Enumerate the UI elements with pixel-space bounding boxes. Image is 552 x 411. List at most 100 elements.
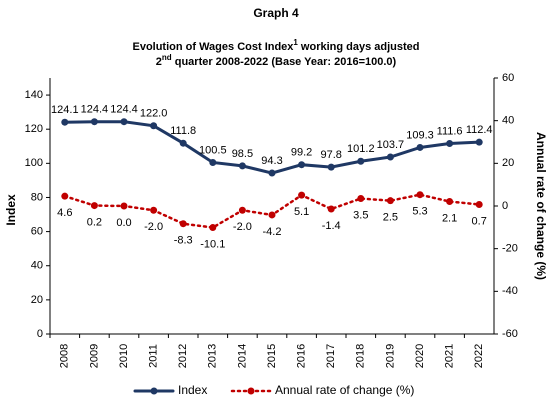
data-label: 124.1 [51,104,79,116]
subtitle-part: nd [162,53,172,62]
data-label: -1.4 [322,220,341,232]
x-tick-label: 2021 [444,344,456,368]
x-tick-label: 2022 [473,344,485,368]
data-label: 0.2 [87,216,102,228]
data-label: 3.5 [353,209,368,221]
data-point [298,161,306,169]
title-part: Evolution of Wages Cost Index [132,41,294,53]
legend-label: Annual rate of change (%) [275,383,414,397]
x-tick-label: 2016 [296,344,308,368]
x-tick-label: 2018 [355,344,367,368]
y-tick-label: 20 [31,294,43,306]
x-tick-label: 2017 [325,344,337,368]
data-point [268,211,276,219]
data-label: 0.0 [116,217,131,229]
data-point [446,198,454,206]
x-tick-label: 2011 [148,344,160,368]
x-tick-label: 2013 [207,344,219,368]
legend-marker [247,387,255,395]
data-label: 94.3 [261,155,282,167]
data-label: 5.3 [412,206,427,218]
x-tick-label: 2010 [118,344,130,368]
data-label: 0.7 [472,215,487,227]
data-point [446,140,454,148]
y2-tick-label: -40 [502,285,518,297]
data-label: 111.8 [170,125,196,137]
data-point [179,220,187,228]
data-point [209,158,217,166]
data-point [298,191,306,199]
page-header: Graph 4 [253,6,299,20]
data-point [150,122,158,130]
y2-tick-label: 60 [502,72,514,84]
data-point [150,206,158,214]
x-tick-label: 2012 [177,344,189,368]
y2-tick-label: 0 [502,200,508,212]
data-point [475,201,483,209]
data-label: -10.1 [200,238,225,250]
legend-marker [150,387,158,395]
data-point [327,163,335,171]
data-label: -4.2 [263,226,282,238]
x-tick-label: 2008 [59,344,71,368]
legend-label: Index [178,383,207,397]
y-tick-label: 0 [37,328,43,340]
data-point [61,118,69,126]
y2-tick-label: -60 [502,328,518,340]
data-label: -8.3 [174,235,193,247]
subtitle-part: quarter 2008-2022 (Base Year: 2016=100.0… [172,56,397,68]
y-axis-label: Index [4,194,18,226]
data-point [120,118,128,126]
data-point [120,202,128,210]
data-label: 122.0 [140,108,168,120]
data-point [90,202,98,210]
data-point [475,138,483,146]
y-tick-label: 60 [31,226,43,238]
chart-subtitle: 2nd quarter 2008-2022 (Base Year: 2016=1… [156,53,397,68]
chart-title: Evolution of Wages Cost Index1 working d… [132,38,419,53]
data-point [268,169,276,177]
data-point [386,153,394,161]
data-label: 97.8 [320,149,341,161]
data-point [416,143,424,151]
data-point [238,206,246,214]
x-tick-label: 2014 [236,344,248,368]
data-label: 111.6 [437,125,463,137]
data-label: 4.6 [57,207,72,219]
data-label: 112.4 [466,124,493,136]
y-tick-label: 80 [31,191,43,203]
data-label: 99.2 [291,147,312,159]
y-tick-label: 40 [31,260,43,272]
y-tick-label: 140 [25,89,43,101]
x-tick-label: 2019 [384,344,396,368]
data-label: 98.5 [232,148,253,160]
data-label: 2.1 [442,212,457,224]
data-label: -2.0 [144,221,163,233]
y-tick-label: 100 [25,157,43,169]
data-label: 109.3 [406,129,434,141]
x-tick-label: 2020 [414,344,426,368]
data-point [61,192,69,200]
data-point [386,197,394,205]
data-point [416,191,424,199]
y2-tick-label: -20 [502,243,518,255]
data-label: 100.5 [199,144,227,156]
data-point [357,157,365,165]
data-label: 124.4 [110,104,138,116]
data-label: 2.5 [383,212,398,224]
data-label: -2.0 [233,221,252,233]
data-label: 103.7 [377,139,405,151]
x-tick-label: 2009 [88,344,100,368]
data-point [327,205,335,213]
data-label: 124.4 [81,104,109,116]
data-point [209,224,217,232]
data-point [238,162,246,170]
title-part: 1 [293,38,298,47]
x-tick-label: 2015 [266,344,278,368]
subtitle-part: 2 [156,56,162,68]
data-point [179,139,187,147]
data-point [90,118,98,126]
data-label: 5.1 [294,206,309,218]
title-part: working days adjusted [298,41,420,53]
